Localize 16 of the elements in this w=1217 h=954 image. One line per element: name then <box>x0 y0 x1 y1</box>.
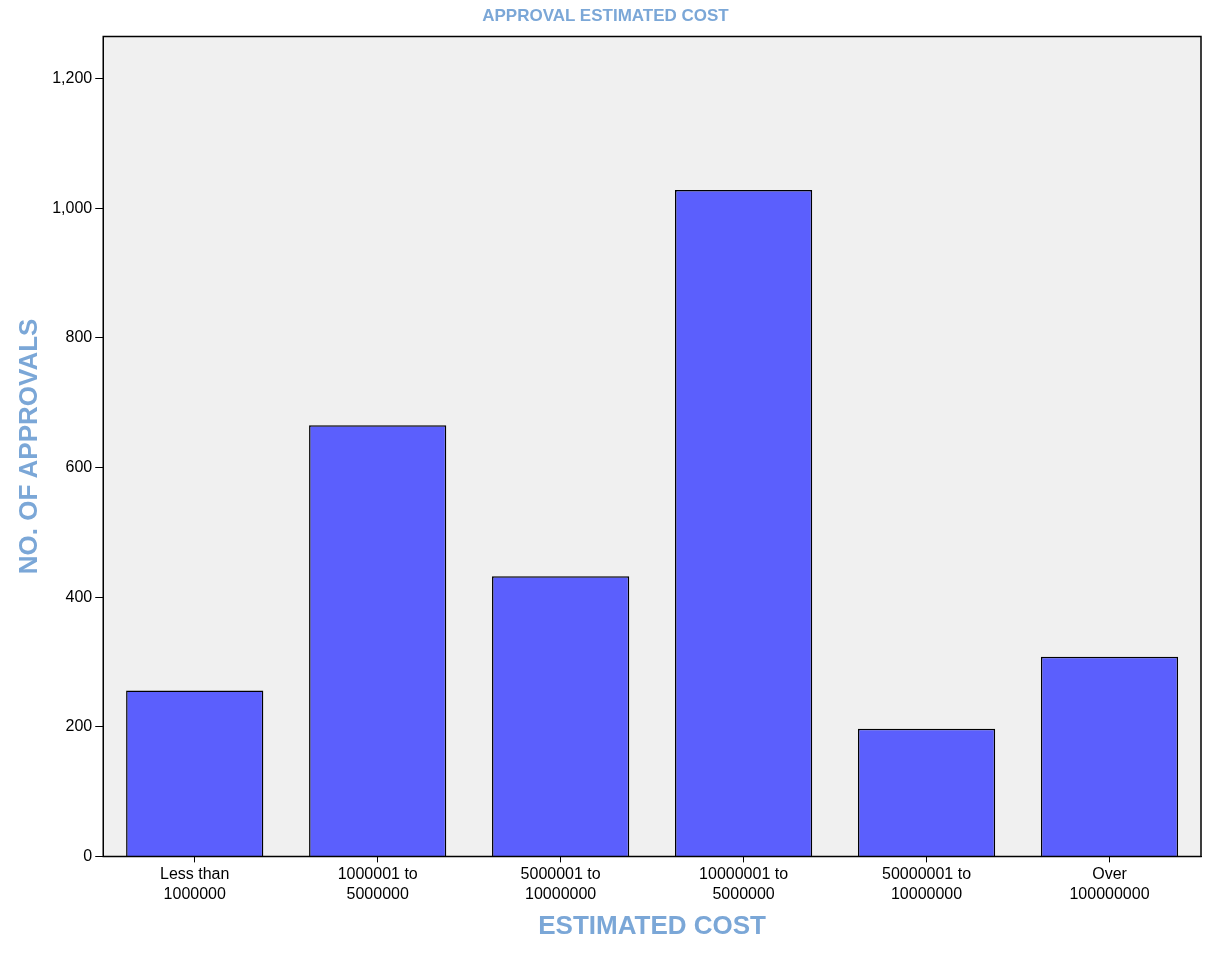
y-axis-title: NO. OF APPROVALS <box>12 318 43 575</box>
x-tick-label: Less than 1000000 <box>160 865 230 902</box>
x-axis-title: ESTIMATED COST <box>538 909 767 940</box>
x-tick-label: 1000001 to 5000000 <box>337 865 418 902</box>
chart-title: APPROVAL ESTIMATED COST <box>482 5 730 25</box>
y-tick-label: 1,200 <box>52 68 93 86</box>
y-tick-label: 200 <box>65 717 93 735</box>
x-tick-label: Over 100000000 <box>1069 865 1150 902</box>
x-tick-label: 5000001 to 10000000 <box>520 865 601 902</box>
y-tick-label: 800 <box>65 328 93 346</box>
x-tick-label: 10000001 to 5000000 <box>699 865 789 902</box>
y-tick-label: 600 <box>65 457 93 475</box>
y-tick-label: 400 <box>65 587 93 605</box>
x-tick-label: 50000001 to 10000000 <box>882 865 972 902</box>
y-tick-label: 1,000 <box>52 198 93 216</box>
y-tick-label: 0 <box>83 846 93 864</box>
